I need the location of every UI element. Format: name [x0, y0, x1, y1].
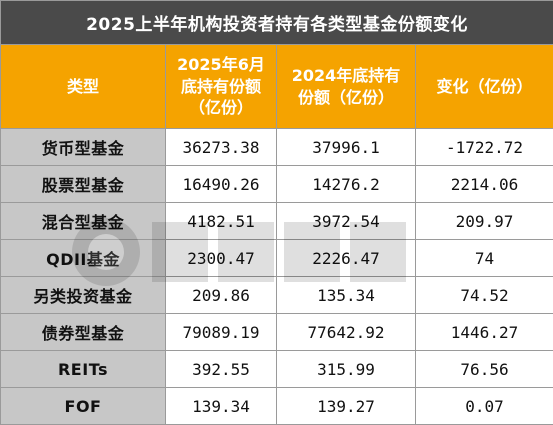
table-row: 股票型基金 16490.26 14276.2 2214.06: [1, 166, 553, 203]
type-cell: 另类投资基金: [1, 277, 166, 314]
header-jun2025-text: 2025年6月 底持有份额 （亿份）: [177, 54, 265, 119]
type-cell: 债券型基金: [1, 314, 166, 351]
type-cell: FOF: [1, 388, 166, 425]
end2024-cell: 315.99: [277, 351, 416, 388]
change-cell: 2214.06: [416, 166, 553, 203]
end2024-cell: 135.34: [277, 277, 416, 314]
change-cell: 209.97: [416, 203, 553, 240]
table-row: QDII基金 2300.47 2226.47 74: [1, 240, 553, 277]
table-row: 另类投资基金 209.86 135.34 74.52: [1, 277, 553, 314]
end2024-cell: 139.27: [277, 388, 416, 425]
end2024-cell: 77642.92: [277, 314, 416, 351]
change-cell: 1446.27: [416, 314, 553, 351]
header-change: 变化（亿份）: [416, 45, 553, 129]
header-end2024-text: 2024年底持有 份额（亿份）: [292, 65, 401, 108]
header-end2024-line2: 份额（亿份）: [298, 88, 394, 107]
change-cell: 74: [416, 240, 553, 277]
table-row: 债券型基金 79089.19 77642.92 1446.27: [1, 314, 553, 351]
change-cell: 74.52: [416, 277, 553, 314]
jun2025-cell: 392.55: [166, 351, 277, 388]
table-title: 2025上半年机构投资者持有各类型基金份额变化: [1, 1, 553, 45]
type-cell: 股票型基金: [1, 166, 166, 203]
jun2025-cell: 16490.26: [166, 166, 277, 203]
type-cell: REITs: [1, 351, 166, 388]
type-cell: 混合型基金: [1, 203, 166, 240]
header-type: 类型: [1, 45, 166, 129]
jun2025-cell: 2300.47: [166, 240, 277, 277]
table-row: 货币型基金 36273.38 37996.1 -1722.72: [1, 129, 553, 166]
type-cell: QDII基金: [1, 240, 166, 277]
jun2025-cell: 139.34: [166, 388, 277, 425]
table-row: FOF 139.34 139.27 0.07: [1, 388, 553, 425]
jun2025-cell: 36273.38: [166, 129, 277, 166]
header-jun2025-line2: 底持有份额: [181, 77, 261, 96]
jun2025-cell: 4182.51: [166, 203, 277, 240]
header-jun2025-line3: （亿份）: [189, 98, 253, 117]
table-row: 混合型基金 4182.51 3972.54 209.97: [1, 203, 553, 240]
jun2025-cell: 79089.19: [166, 314, 277, 351]
change-cell: 76.56: [416, 351, 553, 388]
table-row: REITs 392.55 315.99 76.56: [1, 351, 553, 388]
jun2025-cell: 209.86: [166, 277, 277, 314]
header-jun2025-line1: 2025年6月: [177, 55, 265, 74]
header-end2024: 2024年底持有 份额（亿份）: [277, 45, 416, 129]
end2024-cell: 37996.1: [277, 129, 416, 166]
header-end2024-line1: 2024年底持有: [292, 66, 401, 85]
header-change-label: 变化（亿份）: [437, 77, 533, 96]
change-cell: -1722.72: [416, 129, 553, 166]
header-jun2025: 2025年6月 底持有份额 （亿份）: [166, 45, 277, 129]
change-cell: 0.07: [416, 388, 553, 425]
end2024-cell: 3972.54: [277, 203, 416, 240]
end2024-cell: 2226.47: [277, 240, 416, 277]
type-cell: 货币型基金: [1, 129, 166, 166]
header-type-label: 类型: [67, 77, 99, 96]
end2024-cell: 14276.2: [277, 166, 416, 203]
